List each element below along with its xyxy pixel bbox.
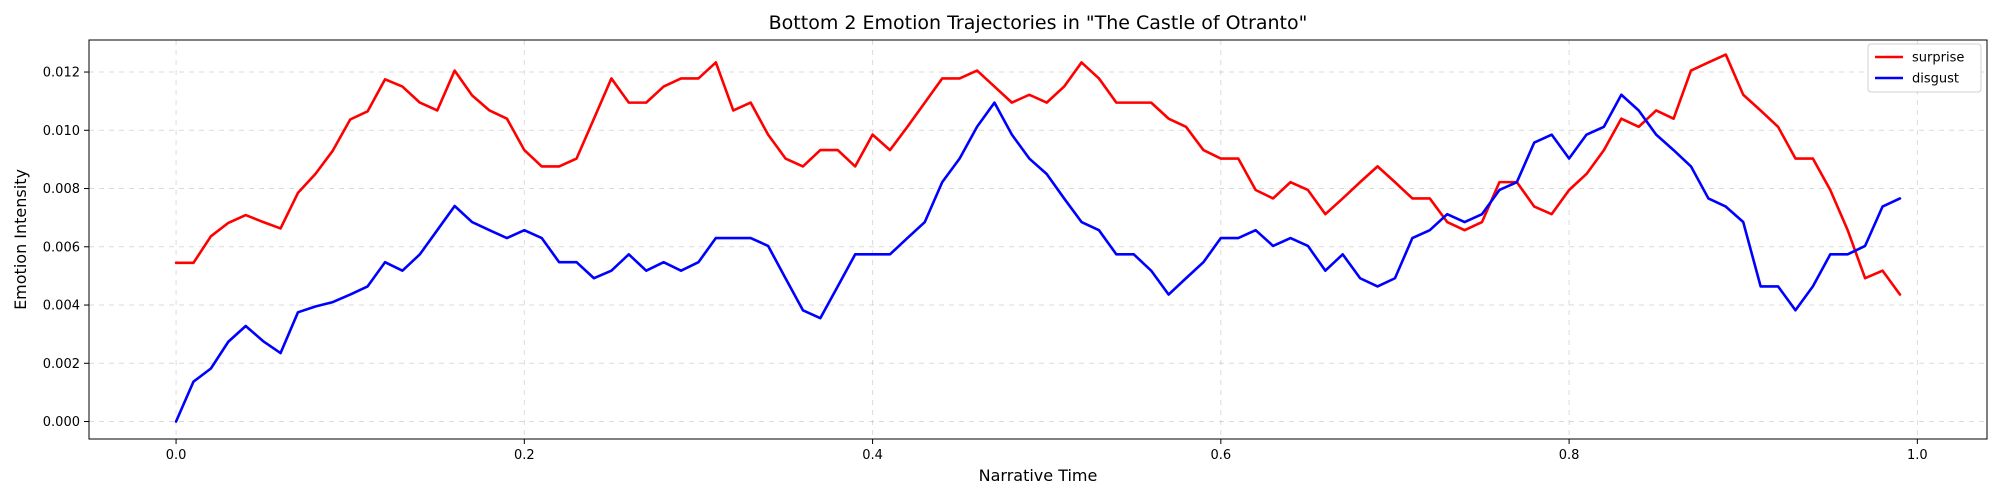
series-lines bbox=[174, 53, 1902, 423]
x-tick-label: 0.6 bbox=[1210, 448, 1231, 463]
y-tick-label: 0.012 bbox=[43, 66, 80, 81]
y-tick-label: 0.000 bbox=[43, 415, 80, 430]
x-tick-label: 0.2 bbox=[514, 448, 535, 463]
y-axis-label: Emotion Intensity bbox=[11, 169, 30, 310]
legend: surprise disgust bbox=[1867, 43, 1982, 93]
series-line-disgust bbox=[174, 93, 1902, 423]
chart-title: Bottom 2 Emotion Trajectories in "The Ca… bbox=[769, 12, 1308, 34]
y-tick-label: 0.010 bbox=[43, 124, 80, 139]
x-tick-label: 0.4 bbox=[862, 448, 883, 463]
y-tick-label: 0.004 bbox=[43, 299, 80, 314]
x-tick-label: 0.8 bbox=[1559, 448, 1580, 463]
plot-frame bbox=[88, 39, 1988, 440]
legend-label-surprise: surprise bbox=[1912, 51, 1964, 66]
legend-label-disgust: disgust bbox=[1912, 72, 1959, 87]
series-line-surprise bbox=[174, 53, 1902, 296]
y-axis-ticks: 0.000 0.002 0.004 0.006 0.008 0.010 0.012 bbox=[43, 66, 89, 430]
grid bbox=[89, 40, 1987, 439]
y-tick-label: 0.002 bbox=[43, 357, 80, 372]
x-tick-label: 0.0 bbox=[166, 448, 187, 463]
x-axis-label: Narrative Time bbox=[979, 466, 1098, 485]
x-axis-ticks: 0.0 0.2 0.4 0.6 0.8 1.0 bbox=[166, 439, 1928, 463]
y-tick-label: 0.006 bbox=[43, 240, 80, 255]
y-tick-label: 0.008 bbox=[43, 182, 80, 197]
x-tick-label: 1.0 bbox=[1907, 448, 1928, 463]
